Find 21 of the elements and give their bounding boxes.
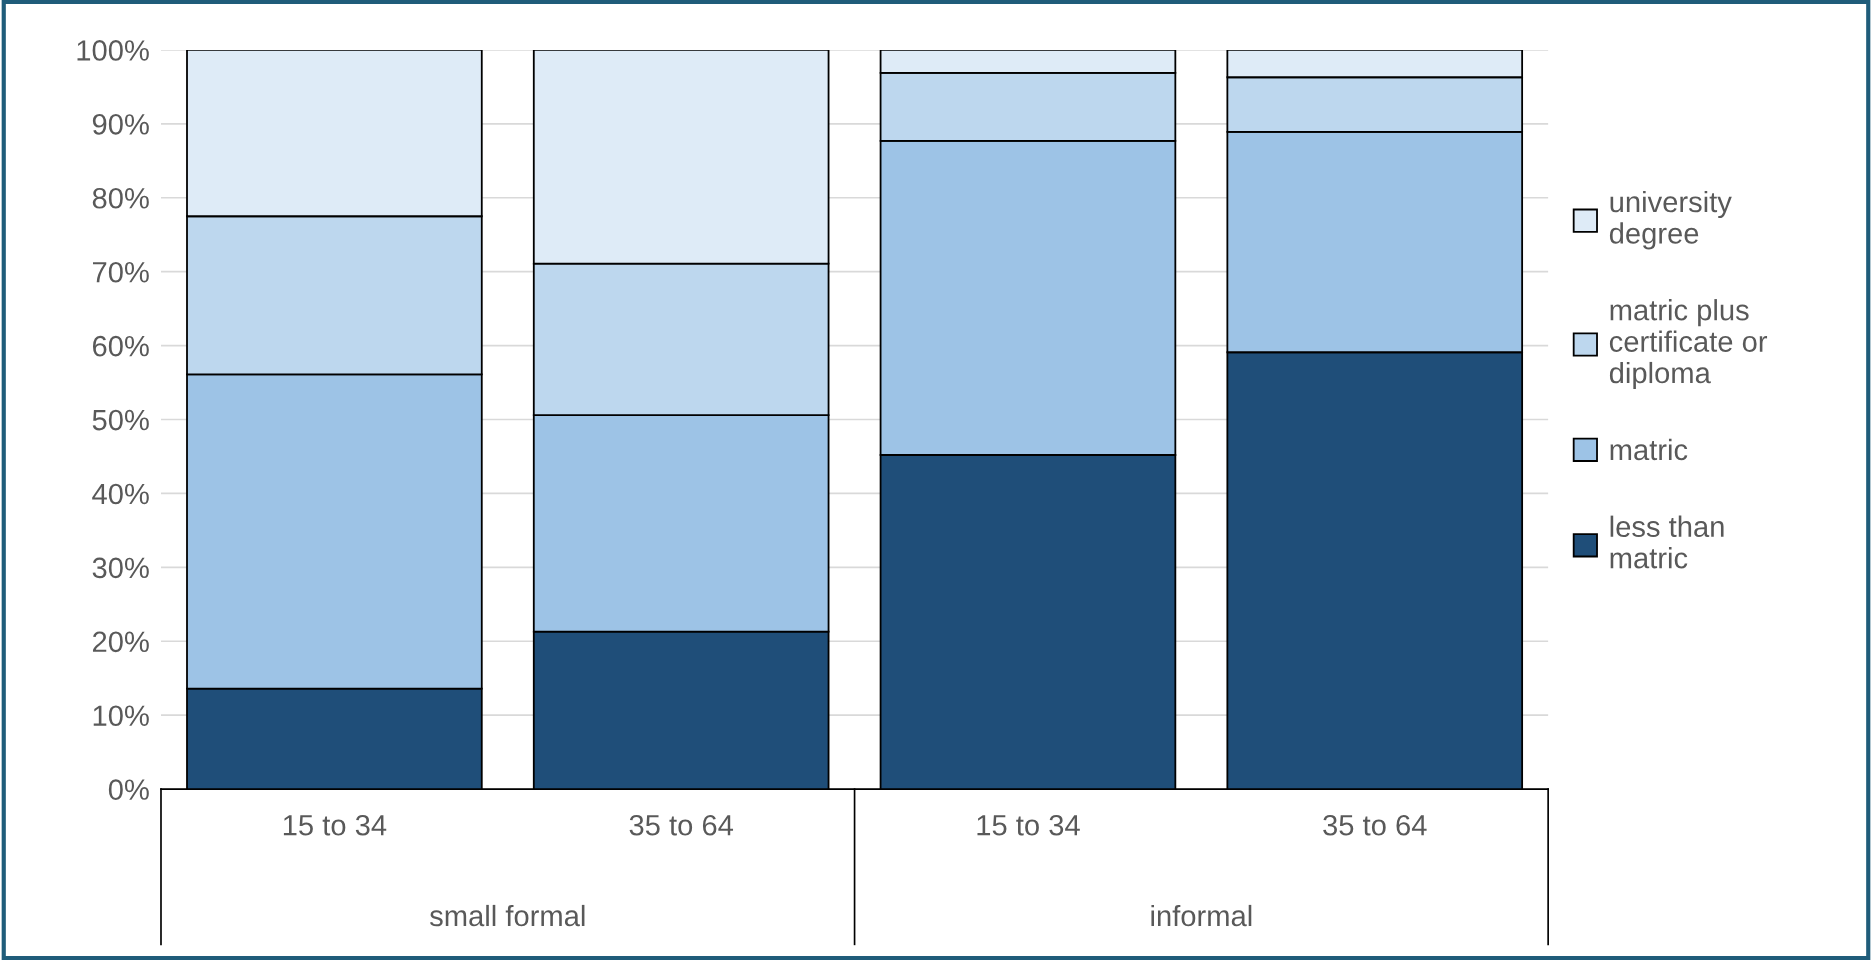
y-tick-label: 40% xyxy=(92,483,149,505)
y-tick-label: 100% xyxy=(77,40,149,61)
y-tick-label: 0% xyxy=(108,779,149,800)
x-tick-label: 15 to 34 xyxy=(283,814,387,836)
legend-label: matric xyxy=(1610,438,1688,461)
y-tick-label: 20% xyxy=(92,631,149,653)
x-tick-label: 15 to 34 xyxy=(977,814,1080,836)
y-tick-label: 30% xyxy=(92,557,149,579)
legend-label: university degree xyxy=(1609,190,1732,250)
legend-label: less than matric xyxy=(1610,515,1724,569)
y-tick-label: 60% xyxy=(92,335,149,357)
y-tick-label: 80% xyxy=(92,187,149,209)
x-tick-label: 35 to 64 xyxy=(629,814,734,836)
text: informal xyxy=(1151,904,1252,927)
y-tick-label: 70% xyxy=(93,261,149,283)
text: small formal xyxy=(430,904,585,927)
y-tick-label: 10% xyxy=(93,705,149,727)
legend-label: matric plus certificate or diploma xyxy=(1609,299,1768,390)
y-tick-label: 50% xyxy=(92,409,149,431)
x-tick-label: 35 to 64 xyxy=(1323,814,1427,836)
y-tick-label: 90% xyxy=(92,114,149,135)
